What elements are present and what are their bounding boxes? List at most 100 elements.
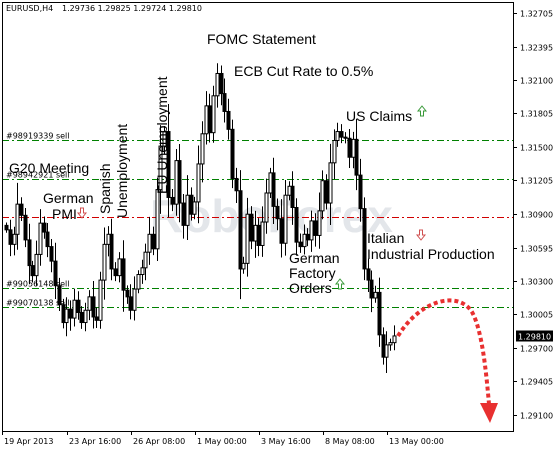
candle-body bbox=[373, 291, 378, 299]
candle-24 bbox=[94, 307, 99, 329]
candle-body bbox=[249, 213, 254, 242]
candle-body bbox=[354, 138, 359, 176]
candle-84 bbox=[320, 170, 325, 220]
candle-body bbox=[215, 72, 220, 97]
candle-body bbox=[317, 210, 322, 236]
candle-101 bbox=[384, 331, 389, 373]
candle-69 bbox=[264, 178, 269, 234]
candle-body bbox=[113, 268, 118, 277]
candle-99 bbox=[377, 277, 382, 347]
candles bbox=[4, 63, 397, 373]
candle-55 bbox=[211, 85, 216, 143]
annotation-factory-line1: German bbox=[289, 250, 340, 266]
candle-6 bbox=[27, 223, 32, 285]
y-tick-label-4: 1.31500 bbox=[520, 144, 553, 153]
candle-body bbox=[125, 289, 130, 298]
candle-body bbox=[256, 224, 261, 246]
candle-41 bbox=[158, 125, 163, 214]
candle-87 bbox=[332, 129, 337, 180]
candle-80 bbox=[305, 228, 310, 247]
candle-32 bbox=[125, 285, 130, 304]
candle-body bbox=[30, 265, 35, 277]
candle-63 bbox=[241, 256, 246, 274]
candle-body bbox=[102, 243, 107, 281]
candle-10 bbox=[42, 216, 47, 239]
candle-body bbox=[230, 128, 235, 179]
candle-body bbox=[109, 233, 114, 270]
candle-67 bbox=[256, 218, 261, 257]
candle-body bbox=[392, 335, 397, 344]
candle-86 bbox=[328, 143, 333, 226]
candle-body bbox=[79, 311, 84, 324]
candle-19 bbox=[76, 291, 81, 320]
candle-73 bbox=[279, 199, 284, 258]
candle-body bbox=[222, 93, 227, 112]
x-tick-label-3: 1 May 00:00 bbox=[197, 437, 247, 446]
candle-65 bbox=[249, 206, 254, 250]
candle-37 bbox=[143, 243, 148, 281]
candle-21 bbox=[83, 302, 88, 332]
candle-42 bbox=[162, 126, 167, 155]
news-annotations: FOMC Statement ECB Cut Rate to 0.5% US Cla… bbox=[9, 31, 495, 296]
candle-body bbox=[136, 274, 141, 290]
candle-4 bbox=[19, 197, 24, 221]
candle-body bbox=[309, 220, 314, 241]
annotation-factory-arrow bbox=[334, 278, 346, 290]
candle-body bbox=[279, 218, 284, 244]
candle-body bbox=[166, 131, 171, 198]
level-label-1: #98942921 sell bbox=[6, 171, 70, 180]
candle-body bbox=[181, 202, 186, 226]
candle-body bbox=[384, 344, 389, 358]
candle-body bbox=[121, 258, 126, 291]
candle-body bbox=[207, 105, 212, 134]
current-price-label: 1.29810 bbox=[518, 333, 551, 342]
candle-98 bbox=[373, 285, 378, 303]
candle-body bbox=[192, 201, 197, 215]
candle-40 bbox=[155, 177, 160, 261]
candle-body bbox=[8, 229, 13, 245]
y-tick-label-9: 1.30005 bbox=[520, 311, 553, 320]
annotation-spanish-line1: Spanish bbox=[97, 163, 113, 214]
candle-12 bbox=[49, 238, 54, 273]
candle-83 bbox=[317, 192, 322, 249]
candle-25 bbox=[98, 271, 103, 329]
candle-81 bbox=[309, 210, 314, 252]
candle-body bbox=[275, 205, 280, 220]
y-tick-label-10: 1.29700 bbox=[520, 345, 553, 354]
y-tick-label-1: 1.32395 bbox=[520, 44, 553, 53]
candle-body bbox=[264, 192, 269, 223]
x-tick-label-0: 19 Apr 2013 bbox=[4, 437, 53, 446]
candle-56 bbox=[215, 63, 220, 108]
annotation-ecb: ECB Cut Rate to 0.5% bbox=[234, 63, 373, 79]
candle-16 bbox=[64, 297, 69, 337]
candle-body bbox=[362, 208, 367, 270]
y-tick-label-5: 1.31205 bbox=[520, 177, 553, 186]
candle-body bbox=[290, 185, 295, 209]
candle-22 bbox=[87, 290, 92, 321]
candle-body bbox=[226, 110, 231, 130]
candle-88 bbox=[335, 122, 340, 147]
candle-97 bbox=[369, 270, 374, 313]
candle-20 bbox=[79, 306, 84, 329]
candle-82 bbox=[313, 213, 318, 247]
price-axis: 1.32705 1.32395 1.32100 1.31805 1.31500 1.312… bbox=[513, 10, 553, 421]
candle-body bbox=[177, 160, 182, 204]
candle-33 bbox=[128, 284, 133, 320]
y-tick-label-12: 1.29100 bbox=[520, 412, 553, 421]
annotation-factory-line2: Factory bbox=[289, 265, 336, 281]
candle-18 bbox=[72, 288, 77, 327]
candle-body bbox=[234, 177, 239, 192]
candle-body bbox=[83, 309, 88, 324]
candle-body bbox=[324, 180, 329, 204]
candle-7 bbox=[30, 260, 35, 283]
candle-body bbox=[68, 308, 73, 319]
candle-79 bbox=[302, 224, 307, 255]
annotation-spanish-line2: Unemployment bbox=[114, 124, 130, 218]
candle-94 bbox=[358, 158, 363, 222]
time-axis: 19 Apr 2013 23 Apr 16:00 26 Apr 08:00 1 May… bbox=[2, 431, 444, 446]
x-tick-label-5: 8 May 08:00 bbox=[325, 437, 375, 446]
candle-58 bbox=[222, 78, 227, 123]
candle-38 bbox=[147, 216, 152, 265]
